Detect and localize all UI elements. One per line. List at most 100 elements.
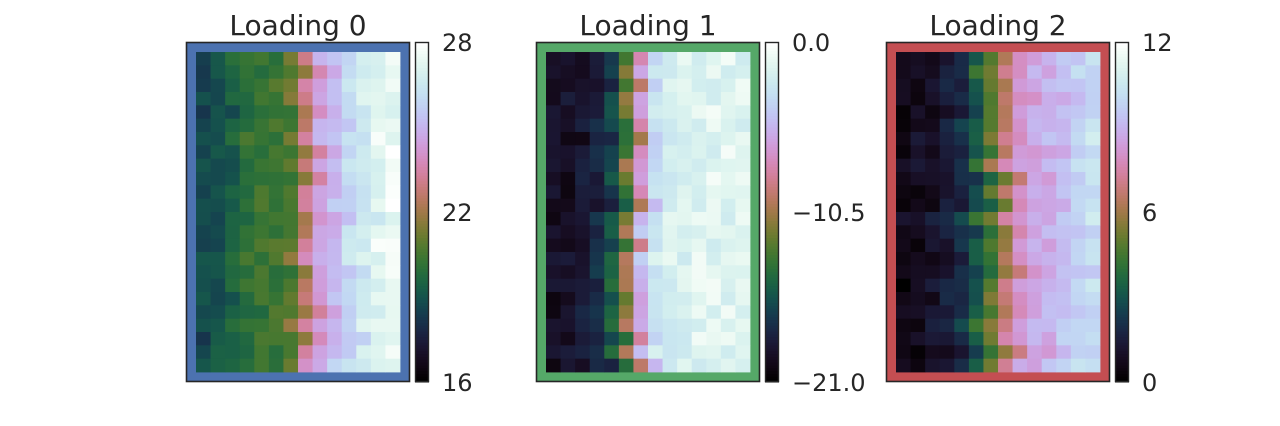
loading-0-cell — [239, 265, 255, 280]
loading-2-cell — [968, 52, 984, 66]
loading-0-colorbar-segment — [415, 98, 429, 102]
loading-1-cell — [677, 305, 693, 320]
loading-0-cell — [268, 358, 284, 373]
loading-0-cell — [341, 292, 357, 306]
loading-1-cell — [618, 265, 634, 280]
loading-0-cell — [327, 198, 343, 213]
loading-0-colorbar-segment — [415, 268, 429, 272]
loading-1-cell — [633, 105, 649, 120]
loading-1-cell — [575, 265, 591, 280]
loading-0-cell — [239, 358, 255, 373]
loading-0-cell — [225, 305, 241, 320]
loading-2-colorbar-segment — [1115, 209, 1129, 213]
loading-2-cell — [998, 278, 1013, 293]
loading-2-cell — [1041, 145, 1057, 160]
loading-2-cell — [983, 172, 999, 186]
loading-2-cell — [925, 145, 941, 160]
loading-2-cell — [910, 225, 926, 240]
loading-0-cell — [298, 318, 313, 333]
loading-2-cell — [1041, 52, 1057, 66]
loading-0-colorbar-segment — [415, 81, 429, 85]
loading-1-cell — [735, 225, 751, 240]
loading-0-colorbar-tick-label: 22 — [442, 199, 473, 227]
loading-2-cell — [1027, 172, 1043, 186]
loading-0-cell — [196, 238, 211, 253]
loading-2-cell — [1027, 132, 1043, 146]
loading-1-cell — [604, 305, 620, 320]
loading-2-cell — [954, 145, 970, 160]
loading-1-cell — [546, 52, 561, 66]
loading-1-cell — [618, 318, 634, 333]
loading-1-cell — [546, 252, 561, 266]
loading-1-cell — [618, 92, 634, 106]
loading-0-cell — [312, 305, 328, 320]
loading-0-colorbar-segment — [415, 308, 429, 312]
loading-2-cell — [1085, 145, 1101, 160]
loading-0-cell — [370, 292, 386, 306]
loading-0-colorbar-segment — [415, 342, 429, 346]
loading-0-colorbar-segment — [415, 70, 429, 74]
loading-2-cell — [1041, 332, 1057, 346]
loading-0-cell — [210, 238, 226, 253]
loading-2-cell — [1027, 198, 1043, 213]
loading-0-cell — [283, 238, 299, 253]
loading-1-cell — [735, 252, 751, 266]
loading-1-colorbar-segment — [765, 121, 779, 125]
loading-1-colorbar-segment — [765, 146, 779, 151]
loading-1-cell — [618, 78, 634, 93]
loading-1-cell — [546, 92, 561, 106]
loading-0-colorbar-segment — [415, 110, 429, 114]
loading-1-cell — [691, 292, 707, 306]
loading-2-cell — [1012, 118, 1028, 133]
loading-1-cell — [720, 118, 736, 133]
loading-0-cell — [298, 212, 313, 226]
loading-1-cell — [706, 185, 722, 200]
loading-1-cell — [648, 225, 663, 240]
loading-2-cell — [896, 345, 911, 360]
loading-2-cell — [910, 172, 926, 186]
loading-0-cell — [210, 172, 226, 186]
loading-0-colorbar-segment — [415, 178, 429, 182]
loading-2-cell — [1041, 198, 1057, 213]
loading-1-colorbar-segment — [765, 87, 779, 91]
loading-0-colorbar-segment — [415, 367, 429, 372]
loading-2-colorbar-segment — [1115, 124, 1129, 128]
loading-2-cell — [968, 345, 984, 360]
loading-1-colorbar-segment — [765, 107, 779, 111]
loading-0-cell — [268, 345, 284, 360]
loading-2-cell — [1027, 358, 1043, 373]
loading-2-colorbar-segment — [1115, 260, 1129, 264]
loading-1-cell — [633, 65, 649, 80]
loading-1-cell — [589, 185, 605, 200]
loading-2-cell — [896, 238, 911, 253]
loading-1-cell — [677, 132, 693, 146]
loading-2-cell — [1041, 65, 1057, 80]
loading-1-colorbar-segment — [765, 206, 779, 210]
loading-0-cell — [341, 118, 357, 133]
loading-1-cell — [604, 158, 620, 173]
loading-2-colorbar-segment — [1115, 121, 1129, 125]
loading-1-cell — [735, 345, 751, 360]
loading-2-cell — [925, 158, 941, 173]
loading-2-cell — [954, 172, 970, 186]
loading-0-colorbar-segment — [415, 243, 429, 247]
loading-0-cell — [385, 265, 401, 280]
loading-1-colorbar-segment — [765, 274, 779, 278]
loading-2-colorbar-segment — [1115, 67, 1129, 71]
loading-0-cell — [196, 292, 211, 306]
loading-2-cell — [896, 225, 911, 240]
loading-0-cell — [327, 345, 343, 360]
loading-2-colorbar-segment — [1115, 226, 1129, 230]
loading-1-cell — [662, 318, 678, 333]
loading-1-colorbar-segment — [765, 158, 779, 162]
loading-2-cell — [1085, 158, 1101, 173]
loading-2-cell — [939, 238, 955, 253]
loading-0-cell — [254, 212, 270, 226]
loading-0-cell — [385, 145, 401, 160]
loading-2-colorbar-segment — [1115, 78, 1129, 83]
loading-2-cell — [1041, 212, 1057, 226]
loading-2-colorbar-segment — [1115, 294, 1129, 298]
loading-2-cell — [1027, 332, 1043, 346]
loading-0-cell — [312, 238, 328, 253]
loading-0-cell — [268, 92, 284, 106]
